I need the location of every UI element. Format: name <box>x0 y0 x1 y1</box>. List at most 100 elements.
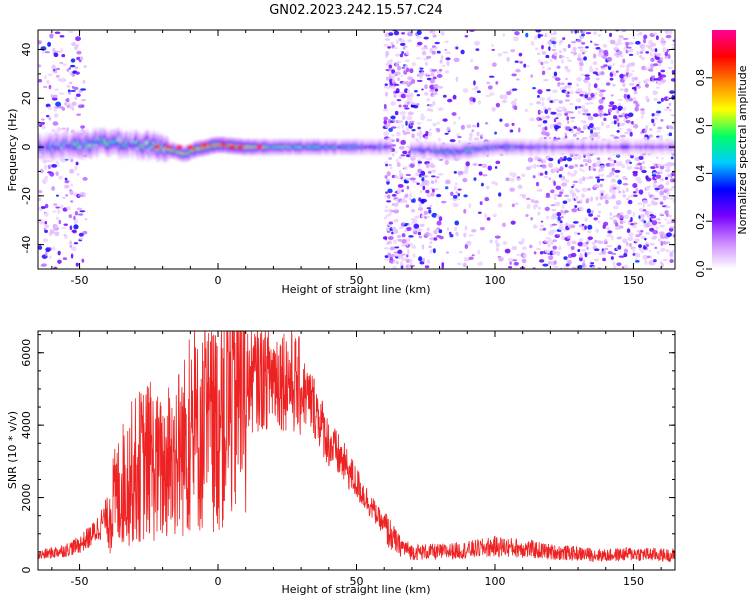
spectrogram-speckle <box>58 219 62 225</box>
spectrogram-speckle <box>595 67 599 71</box>
spectrogram-speckle <box>402 131 408 136</box>
spectrogram-speckle <box>655 226 659 230</box>
snr-series-line <box>38 331 675 563</box>
spectrogram-speckle <box>606 174 612 178</box>
spectrogram-speckle <box>406 226 412 231</box>
spectrogram-speckle <box>642 204 646 208</box>
spectrogram-speckle <box>630 154 634 159</box>
spectrogram-speckle <box>598 210 602 214</box>
spectrogram-speckle <box>601 96 606 100</box>
spectrogram-speckle <box>628 112 634 118</box>
spectrogram-speckle <box>631 70 635 73</box>
colorbar-label: Normalized spectral amplitude <box>736 65 749 234</box>
spectrogram-speckle <box>632 170 639 174</box>
spectrogram-speckle <box>536 100 542 105</box>
spectrogram-speckle <box>626 165 633 170</box>
spectrogram-speckle <box>523 25 527 29</box>
spectrogram-speckle <box>604 239 608 243</box>
spectrogram-speckle <box>560 232 564 236</box>
spectrogram-speckle <box>669 126 674 130</box>
spectrogram-speckle <box>470 58 474 63</box>
spectrogram-speckle <box>410 122 414 125</box>
spectrogram-speckle <box>460 49 465 55</box>
spectrogram-speckle <box>390 253 396 257</box>
spectrogram-speckle <box>598 252 604 256</box>
spectrogram-speckle <box>66 68 70 72</box>
spectrogram-speckle <box>515 68 521 73</box>
spectrogram-speckle <box>406 185 410 190</box>
spectrogram-speckle <box>635 40 641 45</box>
spectrogram-speckle <box>80 56 84 61</box>
spectrogram-speckle <box>670 78 675 82</box>
spectrogram-speckle <box>645 51 650 54</box>
spectrogram-speckle <box>667 66 673 70</box>
spectrogram-speckle <box>44 229 48 234</box>
spectrogram-speckle <box>591 265 595 269</box>
spectrogram-speckle <box>385 227 391 232</box>
spectrogram-speckle <box>595 228 600 233</box>
spectrogram-speckle <box>651 220 658 226</box>
spectrogram-speckle <box>64 184 70 189</box>
spectrogram-speckle <box>383 119 388 125</box>
spectrogram-speckle <box>395 176 400 180</box>
spectrogram-speckle <box>592 61 598 66</box>
spectrogram-speckle <box>625 187 629 193</box>
spectrogram-speckle <box>412 161 416 165</box>
spectrogram-speckle <box>394 150 398 154</box>
spectrogram-speckle <box>587 187 591 191</box>
spectrogram-speckle <box>609 134 616 137</box>
spectrogram-speckle <box>592 27 598 30</box>
spectrogram-speckle <box>659 134 664 140</box>
spectrogram-speckle <box>542 120 548 124</box>
spectrogram-speckle <box>640 108 645 112</box>
spectrogram-speckle <box>68 214 73 219</box>
spectrogram-speckle <box>43 164 48 170</box>
spectrogram-speckle <box>63 223 69 226</box>
spectrogram-speckle <box>597 173 601 177</box>
spectrogram-speckle <box>444 159 449 166</box>
spectrogram-speckle <box>625 67 630 73</box>
spectrogram-speckle <box>419 203 422 208</box>
spectrogram-speckle <box>529 117 535 122</box>
spectrogram-speckle <box>635 176 642 182</box>
spectrogram-speckle <box>401 189 404 193</box>
spectrogram-speckle <box>66 206 71 211</box>
spectrogram-speckle <box>536 188 543 192</box>
spectrogram-speckle <box>400 42 406 46</box>
spectrogram-speckle <box>632 183 638 189</box>
spectrogram-speckle <box>44 203 49 209</box>
spectrogram-speckle <box>602 43 608 48</box>
spectrogram-speckle <box>627 72 633 77</box>
spectrogram-speckle <box>564 85 568 89</box>
spectrogram-speckle <box>518 127 521 133</box>
spectrogram-speckle <box>507 266 513 269</box>
spectrogram-speckle <box>662 46 667 53</box>
spectrogram-speckle <box>464 225 468 231</box>
spectrogram-speckle <box>577 241 584 247</box>
spectrogram-speckle <box>596 178 601 183</box>
spectrogram-speckle <box>586 197 590 203</box>
spectrogram-speckle <box>652 201 658 206</box>
spectrogram-speckle <box>407 25 410 29</box>
spectrogram-speckle <box>425 74 431 77</box>
spectrogram-speckle <box>556 109 562 113</box>
spectrogram-speckle <box>537 124 542 127</box>
spectrogram-speckle <box>70 246 77 252</box>
spectrogram-speckle <box>410 78 416 84</box>
spectrogram-speckle <box>581 33 585 37</box>
spectrogram-speckle <box>532 175 536 179</box>
spectrogram-speckle <box>511 122 515 126</box>
spectrogram-speckle <box>391 134 396 137</box>
spectrogram-speckle <box>665 34 672 39</box>
x-tick-label: 50 <box>350 575 364 588</box>
spectrogram-speckle <box>75 161 79 166</box>
spectrogram-speckle <box>440 55 444 60</box>
spectrogram-speckle <box>445 57 451 61</box>
spectrogram-speckle <box>564 135 568 139</box>
spectrogram-speckle <box>444 186 449 190</box>
spectrogram-speckle <box>606 233 613 238</box>
spectrogram-speckle <box>504 123 510 128</box>
spectrogram-speckle <box>585 46 589 49</box>
spectrogram-speckle <box>582 262 586 268</box>
spectrogram-speckle <box>599 48 602 53</box>
